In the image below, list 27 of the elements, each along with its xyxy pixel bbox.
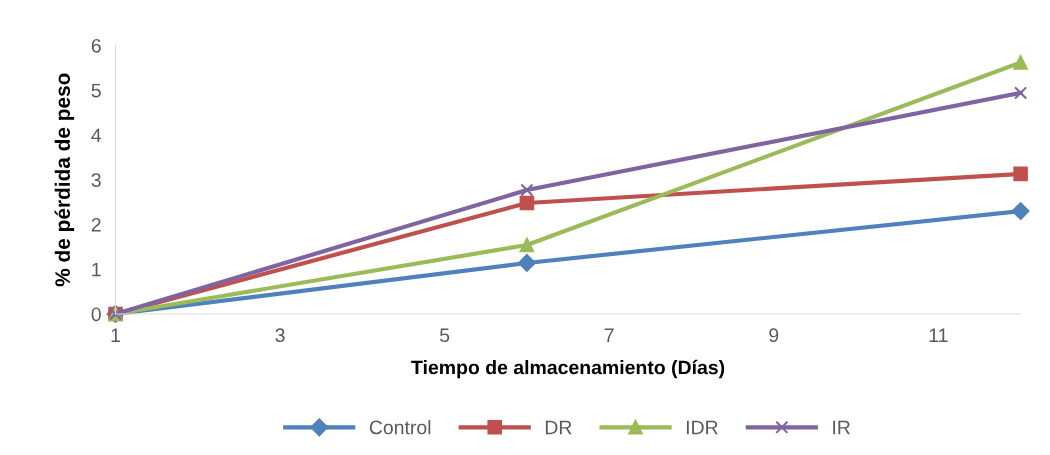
y-tick-label: 4	[91, 128, 102, 143]
legend-label: IDR	[686, 420, 718, 435]
y-tick-label: 0	[91, 307, 101, 322]
x-tick-label: 5	[440, 328, 450, 343]
x-tick-label: 9	[769, 328, 779, 343]
y-tick-label: 5	[91, 83, 101, 98]
point	[1013, 166, 1028, 182]
x-axis-title: Tiempo de almacenamiento (Días)	[411, 359, 725, 379]
y-tick-label: 2	[91, 217, 101, 232]
point	[519, 237, 535, 253]
point	[518, 254, 536, 272]
point	[520, 183, 534, 197]
legend-label: Control	[369, 420, 431, 435]
y-tick-label: 1	[92, 262, 101, 277]
point	[519, 195, 535, 211]
x-tick-label: 3	[275, 328, 285, 343]
y-axis-title: % de pérdida de peso	[54, 73, 75, 287]
point	[1013, 55, 1028, 70]
x-tick-label: 1	[111, 328, 120, 342]
x-tick-label: 7	[604, 328, 614, 342]
point	[1011, 202, 1030, 220]
y-tick-label: 6	[91, 38, 101, 53]
legend-label: IR	[833, 420, 850, 435]
y-tick-label: 3	[91, 173, 101, 187]
x-tick-label: 11	[929, 328, 948, 342]
legend-label: DR	[545, 420, 572, 435]
point	[1014, 86, 1028, 100]
